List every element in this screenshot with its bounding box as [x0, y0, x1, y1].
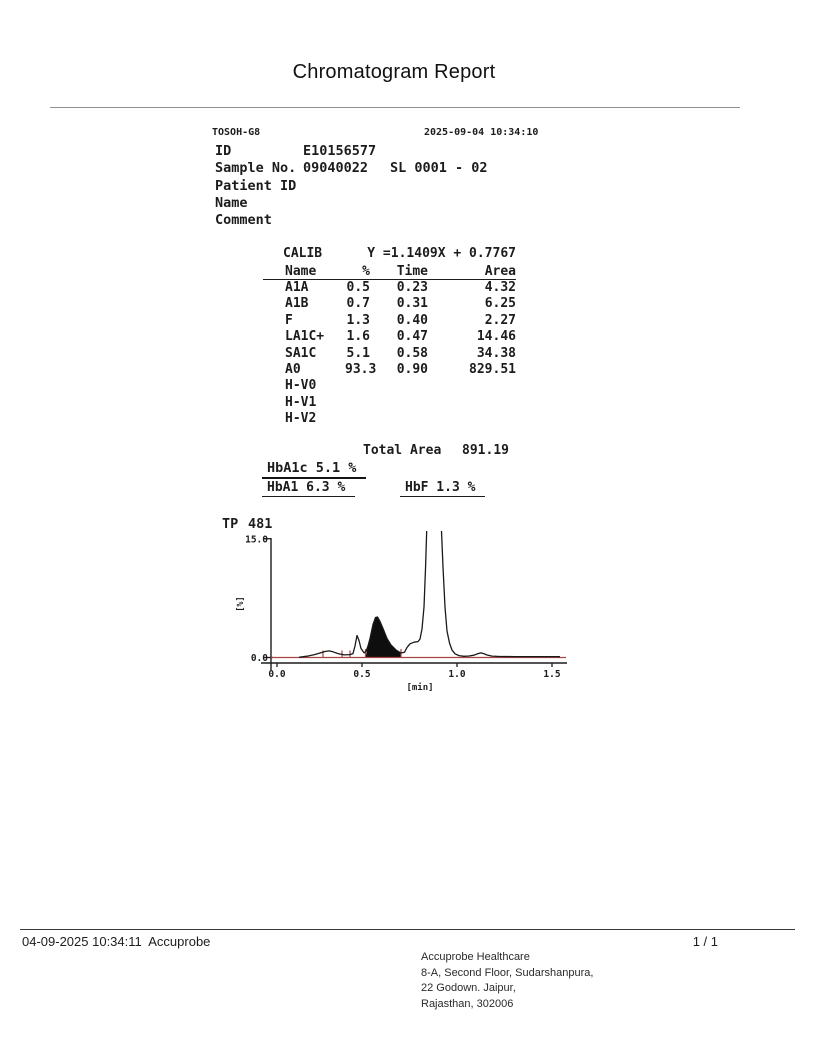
peak-time: 0.47	[396, 329, 428, 345]
chromatogram-trace	[298, 531, 560, 658]
field-value: 09040022	[303, 160, 369, 177]
total-area-value: 891.19	[462, 443, 509, 458]
x-tick-label: 0.0	[268, 669, 285, 680]
peak-pct: 0.7	[346, 296, 370, 312]
tp-label: TP	[222, 516, 238, 532]
table-header-row: Name% Time Area	[263, 263, 516, 280]
sample-info-block: ID E10156577 Sample No. 09040022 SL 0001 - …	[215, 143, 488, 229]
address-line: 22 Godown. Jaipur,	[421, 982, 516, 995]
peak-name: A1A	[285, 280, 309, 295]
footer-timestamp: 04-09-2025 10:34:11 Accuprobe	[22, 934, 211, 949]
field-extra: SL 0001 - 02	[390, 160, 488, 177]
result-hba1: HbA1 6.3 %	[262, 480, 356, 497]
col-header-pct: %	[362, 264, 370, 279]
table-row: A1A 0.5 0.23 4.32	[263, 280, 516, 296]
tp-value: 481	[248, 516, 272, 532]
header-divider	[50, 107, 740, 108]
calib-label: CALIB	[283, 246, 323, 261]
peak-area: 2.27	[484, 312, 516, 328]
total-area-label: Total Area	[363, 443, 442, 458]
table-row: H-V0	[263, 378, 516, 394]
y-axis-unit-label: [%]	[236, 596, 246, 611]
field-label: Sample No.	[215, 160, 297, 177]
field-name: Name	[215, 195, 488, 212]
peak-time: 0.90	[396, 361, 428, 377]
peak-time: 0.23	[396, 280, 428, 295]
calib-header-row: CALIB Y =1.1409X + 0.7767	[263, 245, 516, 263]
y-min-label: 0.0	[251, 653, 268, 664]
address-line: 8-A, Second Floor, Sudarshanpura,	[421, 966, 594, 979]
col-header-area: Area	[484, 264, 516, 279]
peak-pct: 1.3	[346, 312, 370, 328]
peak-time: 0.31	[396, 296, 428, 312]
field-comment: Comment	[215, 212, 488, 229]
calib-equation: Y =1.1409X + 0.7767	[367, 246, 516, 261]
x-tick-label: 0.5	[353, 669, 370, 680]
peak-name: H-V0	[285, 378, 317, 394]
table-row: F 1.3 0.40 2.27	[263, 313, 516, 329]
peak-name: F	[285, 312, 293, 328]
field-sample-no: Sample No. 09040022 SL 0001 - 02	[215, 160, 488, 177]
sa1c-filled-peak	[365, 617, 401, 658]
peak-time: 0.40	[396, 312, 428, 328]
field-label: Name	[215, 194, 248, 211]
peak-time: 0.58	[396, 345, 428, 361]
peak-pct: 93.3	[345, 361, 377, 377]
peak-name: H-V2	[285, 411, 317, 427]
peak-name: H-V1	[285, 394, 317, 410]
table-row: H-V2	[263, 411, 516, 427]
footer-divider	[20, 929, 795, 930]
col-header-time: Time	[396, 264, 428, 279]
field-label: ID	[215, 143, 232, 159]
field-id: ID E10156577	[215, 143, 488, 160]
y-max-label: 15.0	[245, 535, 268, 546]
field-value: E10156577	[303, 143, 377, 159]
peak-area: 6.25	[484, 296, 516, 312]
x-tick-label: 1.0	[448, 669, 465, 680]
result-hba1c: HbA1c 5.1 %	[262, 460, 367, 479]
page-title: Chromatogram Report	[292, 61, 496, 83]
table-row: A1B 0.7 0.31 6.25	[263, 296, 516, 312]
peak-area: 4.32	[484, 280, 516, 295]
peak-name: LA1C+	[285, 329, 325, 345]
table-row: LA1C+ 1.6 0.47 14.46	[263, 329, 516, 345]
x-axis-unit-label: [min]	[406, 682, 433, 693]
col-header-name: Name	[285, 264, 317, 279]
field-label: Comment	[215, 212, 272, 229]
device-datetime: 2025-09-04 10:34:10	[424, 127, 539, 138]
lab-address-block: Accuprobe Healthcare 8-A, Second Floor, …	[421, 950, 593, 1012]
peak-area: 14.46	[476, 329, 516, 345]
x-tick-label: 1.5	[543, 669, 560, 680]
peak-area: 34.38	[476, 345, 516, 361]
result-hbf: HbF 1.3 %	[400, 480, 486, 497]
device-model: TOSOH-G8	[212, 127, 261, 138]
page-number: 1 / 1	[692, 934, 718, 949]
table-row: A0 93.3 0.90 829.51	[263, 362, 516, 378]
chromatogram-chart: TP 481 15.0 0.0 0.0 0.5 1.0 1.5 [min] [%…	[222, 516, 567, 693]
address-line: Accuprobe Healthcare	[421, 951, 530, 963]
field-patient-id: Patient ID	[215, 178, 488, 195]
peak-name: A0	[285, 361, 301, 377]
peak-name: A1B	[285, 296, 309, 312]
peak-pct: 0.5	[346, 280, 370, 295]
peak-name: SA1C	[285, 345, 317, 361]
table-row: H-V1	[263, 395, 516, 411]
peak-pct: 1.6	[346, 329, 370, 345]
table-row: SA1C 5.1 0.58 34.38	[263, 346, 516, 362]
peak-area: 829.51	[469, 361, 516, 377]
calib-table: CALIB Y =1.1409X + 0.7767 Name% Time Area …	[263, 245, 516, 428]
peak-pct: 5.1	[346, 345, 370, 361]
address-line: Rajasthan, 302006	[421, 997, 514, 1010]
field-label: Patient ID	[215, 177, 297, 194]
